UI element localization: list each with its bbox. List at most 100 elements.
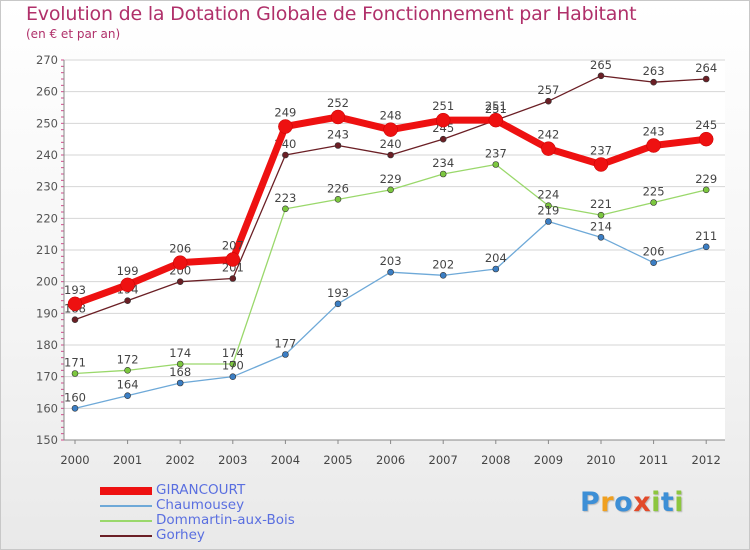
- data-label: 243: [643, 125, 665, 139]
- y-tick-label: 170: [36, 370, 58, 384]
- data-label: 225: [643, 185, 665, 199]
- data-label: 193: [327, 286, 349, 300]
- legend-label: Chaumousey: [156, 497, 245, 513]
- data-label: 245: [695, 118, 717, 132]
- data-point: [330, 109, 346, 125]
- data-label: 265: [590, 58, 612, 72]
- data-point: [597, 234, 605, 241]
- data-label: 174: [169, 346, 191, 360]
- logo-letter: r: [600, 487, 615, 518]
- y-tick-label: 190: [36, 306, 58, 320]
- data-point: [702, 186, 710, 194]
- data-point: [545, 97, 552, 105]
- x-tick-label: 2011: [639, 453, 668, 467]
- data-point: [176, 360, 184, 368]
- data-point: [650, 199, 657, 206]
- data-point: [229, 275, 237, 282]
- data-label: 211: [695, 229, 717, 243]
- y-tick-label: 200: [36, 275, 58, 289]
- data-label: 199: [117, 264, 139, 278]
- data-point: [334, 196, 342, 203]
- data-label: 249: [274, 106, 296, 120]
- data-point: [176, 379, 184, 387]
- data-point: [71, 316, 79, 323]
- data-point: [597, 211, 605, 219]
- y-tick-label: 240: [36, 148, 58, 162]
- logo-letter: x: [633, 487, 652, 518]
- data-label: 171: [64, 356, 86, 370]
- y-tick-label: 180: [36, 338, 58, 352]
- logo-letter: i: [674, 487, 685, 518]
- data-point: [71, 405, 79, 412]
- data-point: [488, 112, 504, 128]
- chart-legend: GIRANCOURT Chaumousey Dommartin-aux-Bois Go…: [100, 482, 360, 544]
- data-label: 242: [537, 128, 559, 142]
- y-tick-label: 250: [36, 116, 58, 130]
- x-tick-label: 2003: [218, 453, 247, 467]
- legend-label: Gorhey: [156, 527, 205, 543]
- y-tick-label: 270: [36, 53, 58, 67]
- legend-item: Chaumousey: [100, 497, 360, 514]
- data-label: 206: [169, 242, 191, 256]
- data-point: [124, 297, 131, 304]
- x-tick-label: 2006: [376, 453, 405, 467]
- data-point: [492, 161, 500, 168]
- data-point: [387, 186, 394, 194]
- data-point: [597, 72, 605, 80]
- y-tick-label: 160: [36, 401, 58, 415]
- data-point: [334, 300, 342, 308]
- data-label: 172: [117, 352, 139, 366]
- data-label: 177: [274, 337, 296, 351]
- data-point: [702, 243, 710, 251]
- data-label: 237: [485, 147, 507, 161]
- x-tick-label: 2005: [323, 453, 352, 467]
- data-label: 223: [274, 191, 296, 205]
- legend-item: Dommartin-aux-Bois: [100, 513, 360, 529]
- x-tick-label: 2008: [481, 453, 510, 467]
- data-point: [646, 138, 661, 153]
- data-label: 221: [590, 197, 612, 211]
- data-label: 264: [695, 61, 717, 75]
- logo-letter: o: [614, 487, 634, 518]
- data-point: [176, 278, 184, 285]
- data-label: 229: [380, 172, 402, 186]
- data-point: [229, 360, 237, 368]
- data-label: 251: [432, 99, 454, 113]
- data-point: [593, 157, 609, 172]
- data-point: [492, 265, 500, 273]
- data-point: [541, 141, 556, 156]
- data-point: [71, 370, 79, 377]
- data-label: 257: [537, 83, 559, 97]
- x-tick-label: 2009: [534, 453, 563, 467]
- logo-letter: i: [651, 487, 661, 518]
- data-label: 248: [380, 109, 402, 123]
- data-point: [120, 277, 135, 293]
- legend-swatch: [100, 520, 152, 522]
- legend-item: Gorhey: [100, 527, 360, 544]
- data-label: 164: [117, 378, 139, 392]
- data-label: 263: [643, 64, 665, 78]
- data-point: [387, 151, 394, 159]
- data-label: 207: [222, 239, 244, 253]
- data-label: 251: [485, 99, 507, 113]
- data-label: 170: [222, 359, 244, 373]
- y-tick-label: 260: [36, 85, 58, 99]
- y-tick-label: 220: [36, 211, 58, 225]
- data-label: 174: [222, 346, 244, 360]
- data-label: 234: [432, 156, 454, 170]
- data-label: 229: [695, 172, 717, 186]
- data-label: 240: [380, 137, 402, 151]
- legend-label: GIRANCOURT: [156, 482, 246, 498]
- data-point: [334, 142, 342, 149]
- data-label: 168: [169, 365, 191, 379]
- data-point: [67, 296, 83, 312]
- logo-letter: t: [660, 487, 675, 518]
- data-point: [124, 392, 131, 399]
- data-label: 202: [432, 257, 454, 271]
- data-point: [225, 252, 241, 267]
- data-label: 243: [327, 128, 349, 142]
- data-label: 252: [327, 96, 349, 110]
- x-tick-label: 2002: [166, 453, 195, 467]
- data-point: [545, 202, 552, 209]
